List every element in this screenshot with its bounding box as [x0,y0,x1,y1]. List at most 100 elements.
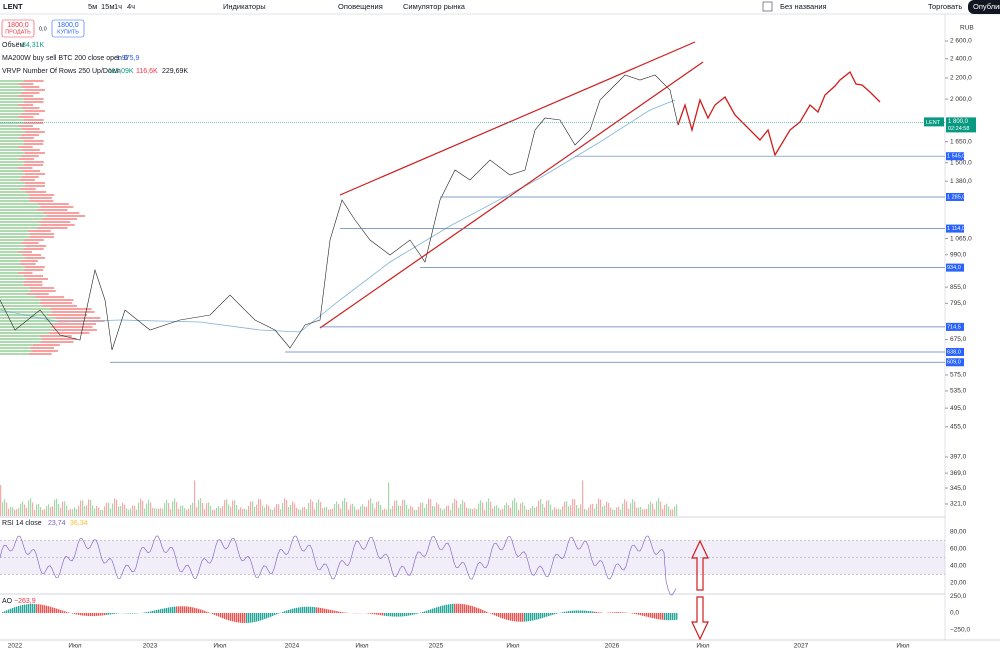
ao-bar [84,613,86,616]
volume-bar [490,501,492,516]
ao-bar [52,607,54,613]
volume-bar [46,506,48,516]
ao-bar [550,613,552,616]
volume-bar [30,498,32,516]
symbol[interactable]: LENT [3,2,23,11]
ao-bar [78,613,80,615]
profile-up [0,173,25,175]
ao-bar [104,613,106,616]
volume-bar [618,506,620,516]
rsi-tick-label: 40,00 [950,563,967,570]
ao-bar [178,606,180,613]
volume-bar [382,509,384,516]
ao-bar [14,607,16,613]
indicators-button[interactable]: Индикаторы [223,2,266,11]
volume-bar [242,508,244,516]
ao-bar [290,609,292,613]
volume-bar [598,498,600,516]
volume-bar [2,502,4,516]
ao-bar [288,609,290,613]
volume-bar [276,504,278,516]
volume-bar [516,502,518,516]
simulator-button[interactable]: Симулятор рынка [403,2,466,11]
ao-bar [276,613,278,615]
volume-bar [584,508,586,516]
volume-bar [366,506,368,516]
volume-bar [356,509,358,516]
volume-bar [26,507,28,516]
volume-bar [506,502,508,516]
trade-button[interactable]: Торговать [928,2,962,11]
ao-bar [258,613,260,621]
volume-bar [300,509,302,516]
volume-bar [18,508,20,516]
profile-down [23,143,44,145]
profile-up [0,308,51,310]
layout-name[interactable]: Без названия [780,2,827,11]
profile-up [0,284,24,286]
ao-bar [622,612,624,613]
profile-up [0,344,33,346]
alerts-button[interactable]: Оповещения [338,2,383,11]
ao-bar [308,606,310,613]
volume-bar [210,506,212,516]
buy-button[interactable] [51,19,85,38]
profile-up [0,266,25,268]
volume-bar [154,508,156,516]
volume-bar [320,502,322,516]
volume-bar [642,509,644,516]
ao-bar [198,608,200,613]
ao-bar [2,612,4,613]
volume-bar [580,504,582,516]
publish-button[interactable] [968,0,1000,14]
volume-bar [8,508,10,516]
rsi-legend: RSI 14 close [2,520,42,527]
ao-bar [344,612,346,613]
profile-up [0,338,43,340]
ao-bar [246,613,248,623]
profile-down [29,236,55,238]
ao-bar [76,613,78,615]
ao-bar [340,611,342,613]
ao-bar [304,606,306,613]
ao-bar [402,613,404,617]
ao-bar [392,613,394,617]
ao-bar [188,606,190,613]
interval-button[interactable]: 5м [88,2,97,11]
profile-up [0,164,24,166]
checkbox[interactable] [762,1,773,12]
currency: RUB [960,25,974,32]
ao-bar [64,611,66,613]
ao-bar [208,612,210,613]
time-label: 2027 [794,643,809,650]
volume-bar [572,499,574,516]
volume-bar [374,508,376,516]
sell-button[interactable] [1,19,35,38]
interval-button[interactable]: 4ч [127,2,135,11]
volume-bar [606,501,608,516]
profile-up [0,137,19,139]
volume-bar [444,508,446,516]
volume-bar [384,508,386,516]
interval-button[interactable]: 1ч [114,2,122,11]
interval-button[interactable]: 15м [101,2,115,11]
volume-bar [664,504,666,516]
profile-up [0,197,29,199]
level-label: 609,0 [947,360,961,366]
ao-bar [654,613,656,619]
profile-down [21,134,39,136]
ao-bar [518,613,520,622]
volume-bar [244,508,246,516]
ao-bar [592,611,594,613]
profile-down [18,158,35,160]
ao-bar [662,613,664,620]
profile-down [24,239,44,241]
profile-down [30,290,56,292]
level-label: 714,5 [947,324,961,330]
profile-up [0,245,26,247]
volume-bar [254,507,256,516]
ao-bar [496,613,498,617]
volume-bar [652,503,654,516]
ao-bar [372,613,374,615]
volume-bar [554,507,556,516]
